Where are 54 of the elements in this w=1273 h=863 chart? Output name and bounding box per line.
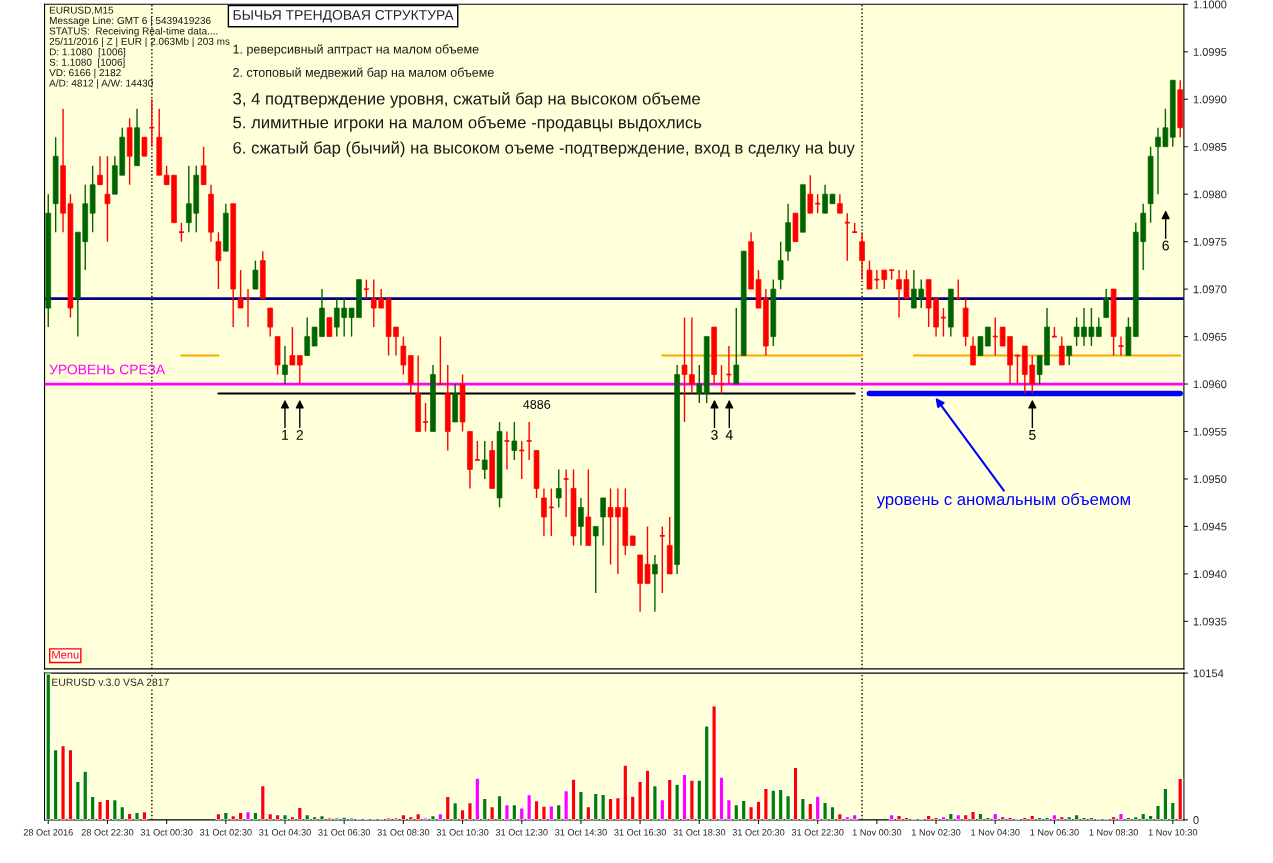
x-tick-label: 1 Nov 06:30 [1030,829,1079,836]
x-tick-label: 28 Oct 2016 [23,829,73,836]
y-tick-label: 1.0990 [1193,95,1227,104]
x-tick-label: 28 Oct 22:30 [81,829,134,836]
x-tick-label: 1 Nov 00:30 [852,829,902,836]
x-tick-label: 31 Oct 06:30 [318,829,371,836]
y-tick-label: 1.0950 [1193,475,1227,484]
y-tick-label: 1.0970 [1193,285,1227,294]
annotation: 3, 4 подтверждение уровня, сжатый бар на высоком объеме [233,92,700,108]
annotation: 3 [711,429,718,440]
annotation: 4 [725,430,733,440]
annotation: 2 [296,429,303,440]
x-tick-label: 31 Oct 20:30 [732,829,785,836]
x-tick-label: 31 Oct 14:30 [555,829,607,836]
annotation: Menu [52,650,79,659]
x-tick-label: 31 Oct 12:30 [495,829,548,836]
annotation: 6 [1162,240,1169,251]
y-tick-label: 1.0995 [1193,48,1227,56]
chart-title: EURUSD v.3.0 VSA 2817 [52,678,169,686]
annotation: уровень с аномальным объемом [876,492,1130,509]
annotation: 1 [282,430,289,440]
annotation: 4886 [523,400,551,409]
x-tick-label: 1 Nov 04:30 [971,829,1020,836]
y-tick-label: 1.0980 [1193,190,1227,199]
x-tick-label: 1 Nov 08:30 [1089,829,1138,836]
y-tick-label: 1.0955 [1193,427,1227,436]
x-tick-label: 31 Oct 18:30 [673,829,726,836]
y-tick-label: 1.0945 [1193,522,1227,531]
annotation: 1. реверсивный аптраст на малом объеме [233,44,479,57]
annotation: 5 [1029,430,1036,440]
x-tick-label: 31 Oct 08:30 [377,829,430,836]
x-tick-label: 31 Oct 02:30 [199,829,252,836]
y-tick-label: 1.0960 [1193,380,1227,389]
y-tick-label: 1.1000 [1193,0,1227,9]
chart-title: БЫЧЬЯ ТРЕНДОВАЯ СТРУКТУРА [233,10,454,23]
x-tick-label: 1 Nov 10:30 [1148,829,1198,836]
y-tick-label: 1.0935 [1193,617,1227,626]
annotation: 2. стоповый медвежий бар на малом объеме [233,67,494,80]
y-tick-label: 1.0965 [1193,332,1227,341]
annotation: EURUSD,M15 Message Line: GMT 6 | 5439419236 STATUS: Receiving Real-time data.... 25/11/2016 | Z | EUR | 2.063Mb | 203 ms D: 1.1080 [1006] S: 1.1080 [1006] VD: 6166 | 2182 A/D: 4812 | A/W: 14430 [49,6,230,89]
y-tick-label: 1.0975 [1193,237,1227,246]
annotation: 6. сжатый бар (бычий) на высоком оъеме -подтверждение, вход в сделку на buy [233,141,855,158]
ref-line-label: УРОВЕНЬ СРЕЗА [49,364,166,375]
x-tick-label: 31 Oct 00:30 [140,829,193,836]
y-tick-label: 0 [1193,816,1199,824]
x-tick-label: 31 Oct 16:30 [614,829,666,836]
annotation: 5. лимитные игроки на малом объеме -продавцы выдохлись [233,115,702,132]
y-tick-label: 10154 [1193,669,1224,678]
x-tick-label: 31 Oct 10:30 [436,829,489,836]
y-tick-label: 1.0940 [1193,570,1227,579]
x-tick-label: 1 Nov 02:30 [912,829,961,836]
x-tick-label: 31 Oct 22:30 [791,829,844,836]
x-tick-label: 31 Oct 04:30 [259,829,311,836]
y-tick-label: 1.0985 [1193,142,1227,151]
